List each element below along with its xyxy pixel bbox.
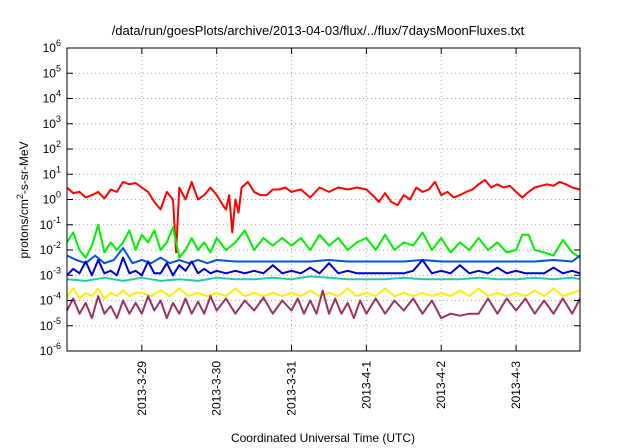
y-tick-base: 10 — [43, 117, 57, 131]
series-line — [66, 289, 581, 320]
y-axis-ticks: 10-610-510-410-310-210-11001011021031041… — [40, 38, 580, 358]
y-tick-label: 10-1 — [40, 215, 61, 232]
y-axis-label-superscript: 2 — [15, 194, 25, 199]
y-tick-base: 10 — [40, 319, 54, 333]
y-tick-label: 10-5 — [40, 316, 61, 333]
chart-title: /data/run/goesPlots/archive/2013-04-03/f… — [112, 23, 525, 38]
y-tick-label: 10-3 — [40, 265, 61, 282]
y-tick-exponent: -5 — [53, 316, 61, 326]
x-tick-label: 2013-4-1 — [359, 361, 373, 409]
y-tick-base: 10 — [43, 167, 57, 181]
y-tick-label: 102 — [43, 139, 61, 156]
y-axis-label-prefix: protons/cm — [17, 199, 31, 258]
x-tick-label: 2013-4-2 — [434, 361, 448, 409]
y-tick-base: 10 — [43, 41, 57, 55]
y-tick-exponent: 6 — [56, 38, 61, 48]
series-line — [66, 256, 581, 277]
grid-lines — [67, 48, 580, 351]
y-tick-exponent: 4 — [56, 89, 61, 99]
y-tick-label: 10-2 — [40, 240, 61, 257]
y-tick-base: 10 — [40, 344, 54, 358]
x-axis-ticks: 2013-3-29 2013-3-30 2013-3-31 2013-4-1 2013-… — [135, 48, 523, 416]
y-tick-label: 105 — [43, 63, 61, 80]
data-series — [66, 178, 581, 320]
x-axis-label: Coordinated Universal Time (UTC) — [231, 431, 415, 445]
y-tick-label: 100 — [43, 190, 61, 207]
y-axis-label: protons/cm2-s-sr-MeV — [15, 141, 31, 258]
y-tick-base: 10 — [40, 218, 54, 232]
y-tick-label: 104 — [43, 89, 61, 106]
y-tick-base: 10 — [40, 243, 54, 257]
x-tick-label: 2013-3-31 — [285, 361, 299, 416]
y-tick-label: 10-6 — [40, 341, 61, 358]
y-tick-exponent: 3 — [56, 114, 61, 124]
y-tick-base: 10 — [40, 294, 54, 308]
x-tick-label: 2013-3-29 — [135, 361, 149, 416]
y-tick-base: 10 — [43, 142, 57, 156]
y-tick-label: 103 — [43, 114, 61, 131]
series-line — [66, 223, 581, 259]
series-line — [66, 287, 581, 300]
y-tick-exponent: 5 — [56, 63, 61, 73]
y-tick-label: 106 — [43, 38, 61, 55]
y-tick-exponent: 2 — [56, 139, 61, 149]
series-line — [66, 178, 581, 254]
y-tick-exponent: -6 — [53, 341, 61, 351]
x-tick-label: 2013-4-3 — [509, 361, 523, 409]
y-tick-base: 10 — [43, 92, 57, 106]
y-axis-label-suffix: -s-sr-MeV — [17, 141, 31, 194]
y-tick-exponent: 1 — [56, 164, 61, 174]
series-line — [66, 275, 581, 282]
y-tick-base: 10 — [43, 66, 57, 80]
x-tick-label: 2013-3-30 — [210, 361, 224, 416]
y-tick-base: 10 — [40, 268, 54, 282]
y-tick-exponent: 0 — [56, 190, 61, 200]
y-tick-exponent: -2 — [53, 240, 61, 250]
y-tick-exponent: -3 — [53, 265, 61, 275]
series-line — [66, 247, 581, 265]
plot-frame — [66, 47, 581, 352]
y-tick-exponent: -1 — [53, 215, 61, 225]
y-tick-base: 10 — [43, 193, 57, 207]
y-tick-label: 10-4 — [40, 291, 61, 308]
y-tick-label: 101 — [43, 164, 61, 181]
y-tick-exponent: -4 — [53, 291, 61, 301]
